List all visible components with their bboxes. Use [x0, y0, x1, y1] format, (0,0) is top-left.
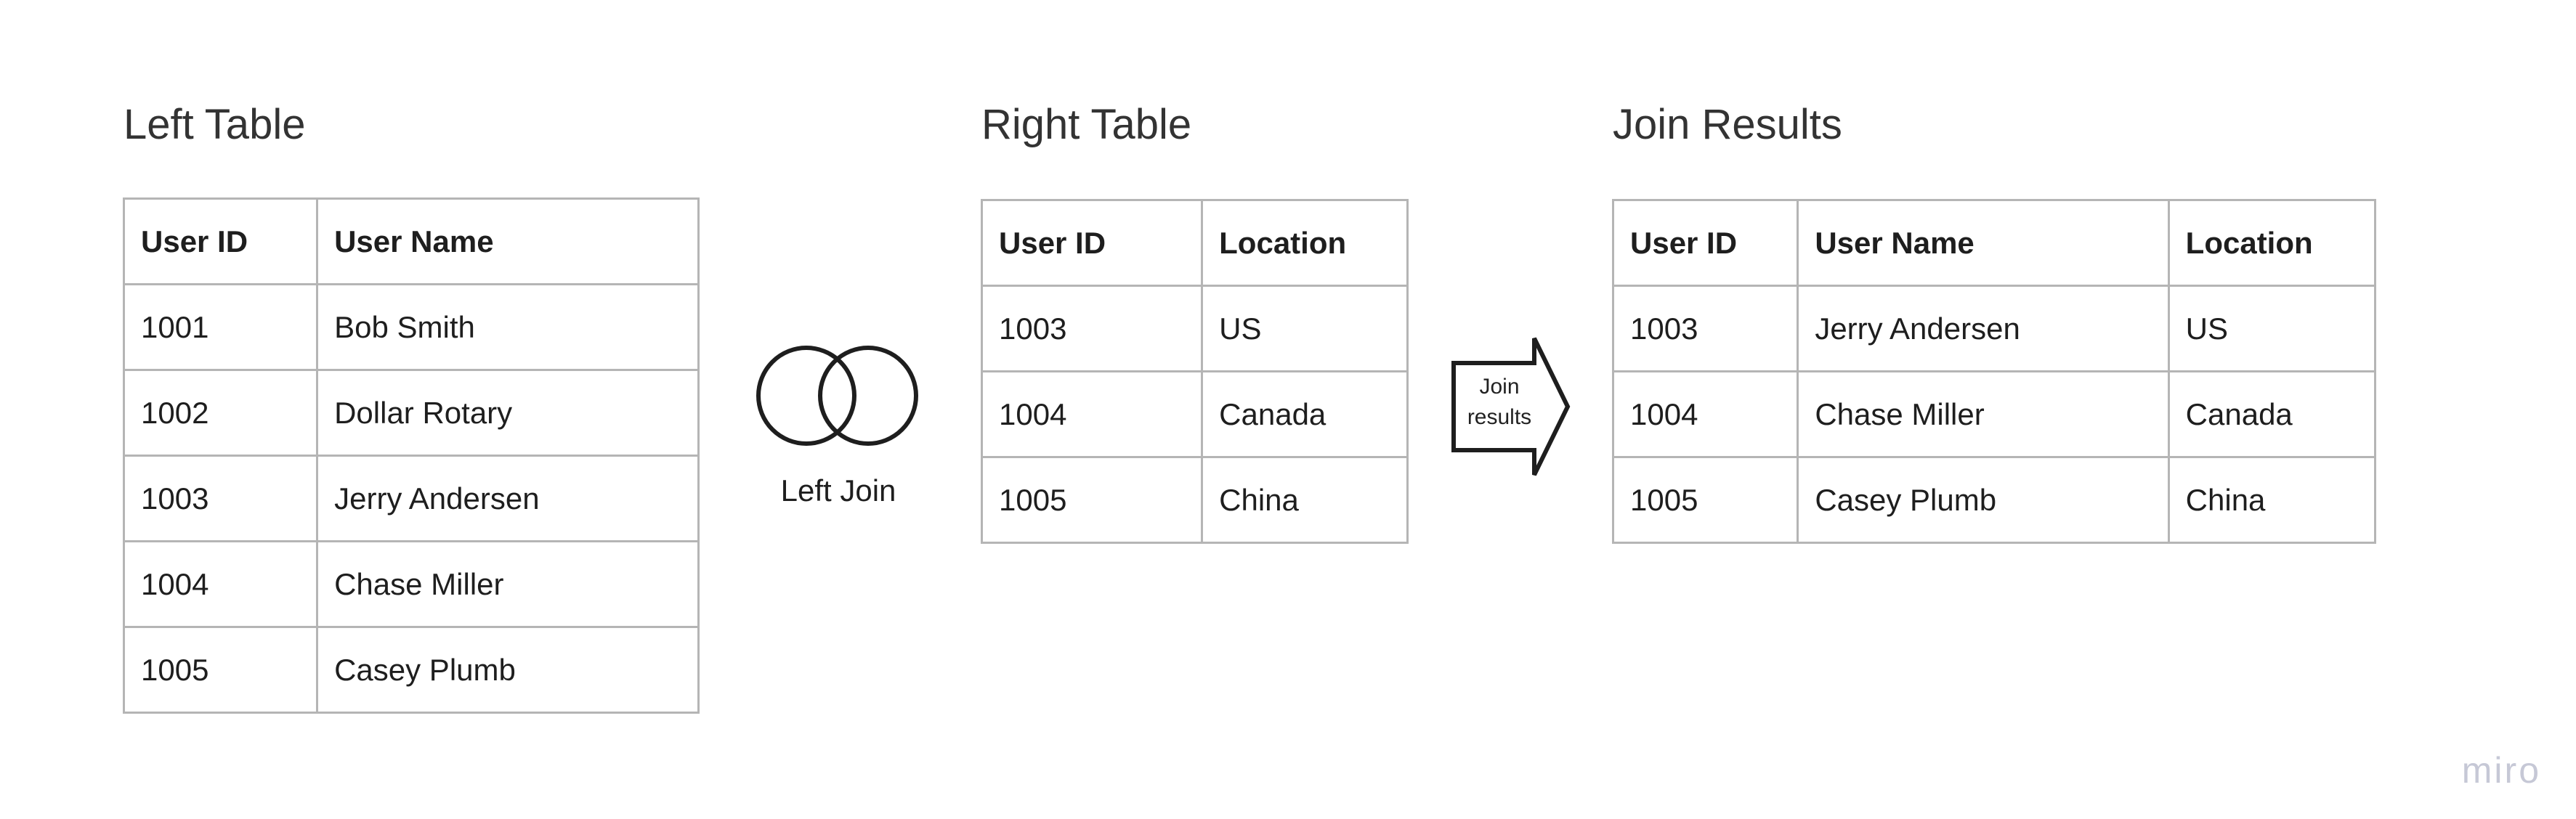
venn-label: Left Join	[780, 473, 896, 508]
table-cell: 1005	[122, 626, 319, 714]
table-row: 1004 Chase Miller Canada	[1611, 370, 2377, 458]
left-table-title: Left Table	[123, 101, 306, 148]
right-table: User ID Location 1003 US 1004 Canada 100…	[980, 199, 1409, 544]
table-cell: Jerry Andersen	[1797, 285, 2170, 372]
table-cell: Bob Smith	[316, 283, 700, 371]
table-row: 1001 Bob Smith	[122, 283, 700, 371]
table-cell: China	[1201, 456, 1409, 544]
table-header-row: User ID Location	[980, 199, 1409, 287]
table-cell: Canada	[1201, 370, 1409, 458]
table-row: 1003 US	[980, 285, 1409, 372]
column-header: User Name	[1797, 199, 2170, 287]
column-header: User ID	[1611, 199, 1799, 287]
table-cell: 1003	[1611, 285, 1799, 372]
table-cell: Jerry Andersen	[316, 455, 700, 542]
table-cell: Chase Miller	[316, 540, 700, 628]
table-header-row: User ID User Name Location	[1611, 199, 2377, 287]
column-header: User ID	[980, 199, 1204, 287]
table-row: 1005 China	[980, 456, 1409, 544]
table-cell: Casey Plumb	[316, 626, 700, 714]
result-table-title: Join Results	[1613, 101, 1842, 148]
table-row: 1005 Casey Plumb China	[1611, 456, 2377, 544]
table-cell: 1004	[1611, 370, 1799, 458]
table-row: 1003 Jerry Andersen US	[1611, 285, 2377, 372]
arrow-label-line: Join	[1479, 375, 1520, 399]
right-table-title: Right Table	[981, 101, 1192, 148]
arrow-label: Join results	[1456, 372, 1543, 433]
table-header-row: User ID User Name	[122, 197, 700, 285]
column-header: User Name	[316, 197, 700, 285]
table-row: 1004 Chase Miller	[122, 540, 700, 628]
table-cell: Dollar Rotary	[316, 369, 700, 457]
column-header: Location	[2167, 199, 2377, 287]
column-header: Location	[1201, 199, 1409, 287]
table-row: 1002 Dollar Rotary	[122, 369, 700, 457]
table-cell: US	[1201, 285, 1409, 372]
table-cell: Chase Miller	[1797, 370, 2170, 458]
table-cell: 1005	[1611, 456, 1799, 544]
table-row: 1005 Casey Plumb	[122, 626, 700, 714]
arrow-label-line: results	[1467, 405, 1532, 429]
miro-watermark: miro	[2461, 750, 2541, 791]
table-cell: Canada	[2167, 370, 2377, 458]
table-row: 1004 Canada	[980, 370, 1409, 458]
table-cell: 1002	[122, 369, 319, 457]
column-header: User ID	[122, 197, 319, 285]
table-row: 1003 Jerry Andersen	[122, 455, 700, 542]
table-cell: US	[2167, 285, 2377, 372]
table-cell: 1004	[122, 540, 319, 628]
table-cell: 1004	[980, 370, 1204, 458]
table-cell: 1005	[980, 456, 1204, 544]
table-cell: China	[2167, 456, 2377, 544]
table-cell: Casey Plumb	[1797, 456, 2170, 544]
venn-diagram-icon	[756, 346, 918, 446]
left-table: User ID User Name 1001 Bob Smith 1002 Do…	[122, 197, 700, 714]
right-circle	[818, 346, 918, 446]
table-cell: 1003	[122, 455, 319, 542]
table-cell: 1003	[980, 285, 1204, 372]
table-cell: 1001	[122, 283, 319, 371]
result-table: User ID User Name Location 1003 Jerry An…	[1611, 199, 2377, 544]
arrow-right-icon	[1451, 337, 1571, 476]
left-circle	[756, 346, 856, 446]
